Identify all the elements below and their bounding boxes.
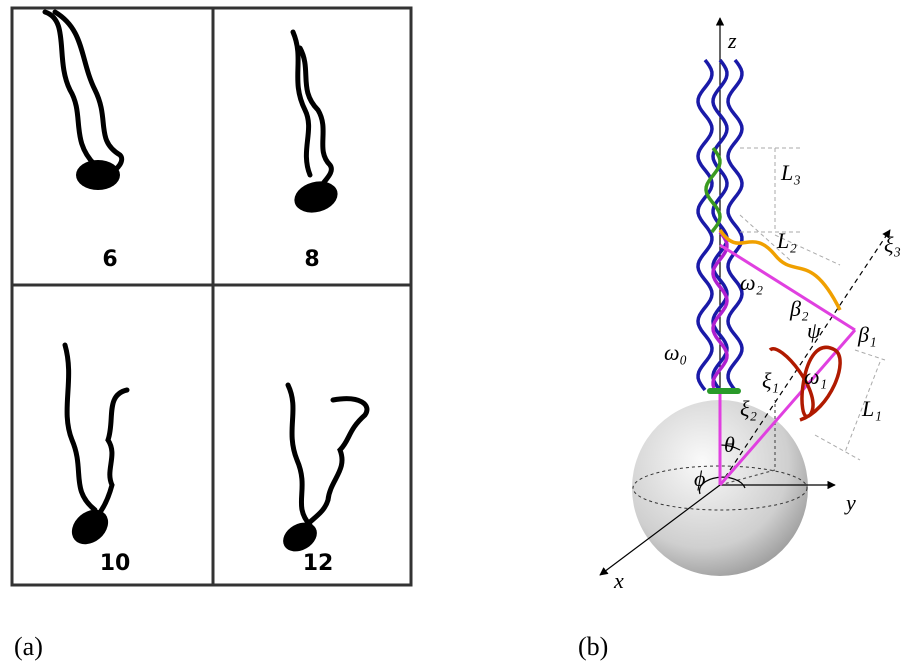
math-label: ξ₁ [762, 368, 779, 393]
math-label: ϕ [694, 466, 705, 491]
math-label: L₁ [861, 396, 882, 421]
math-label: ξ₃ [884, 232, 901, 257]
math-label: L₂ [776, 228, 797, 253]
math-label: z [727, 28, 737, 53]
flagellum [698, 60, 712, 390]
panel-label: (a) [14, 632, 43, 661]
math-label: ω₀ [664, 340, 687, 365]
math-label: x [613, 568, 624, 593]
math-label: θ [724, 432, 735, 457]
panel-label: (b) [578, 632, 608, 661]
math-label: L₃ [780, 160, 801, 185]
figure: z y x L₃ L₂ L₁ ξ₃ ξ₁ξ₂ ω₀ ω₁ ω₂ β₁ β₂ψ θϕ (a) (b) 6 8 1… [0, 0, 905, 666]
math-label: ξ₂ [740, 396, 757, 421]
math-label: ω₁ [804, 364, 827, 389]
frame-number: 6 [102, 247, 117, 272]
frame-number: 12 [303, 551, 334, 576]
flagellum [728, 60, 742, 390]
math-label: ψ [807, 318, 821, 343]
frame-number: 8 [304, 247, 319, 272]
frame-number: 10 [100, 551, 131, 576]
math-label: y [844, 490, 856, 515]
math-label: ω₂ [740, 270, 764, 295]
math-label: β₂ [789, 296, 809, 321]
math-label: β₁ [857, 322, 877, 347]
